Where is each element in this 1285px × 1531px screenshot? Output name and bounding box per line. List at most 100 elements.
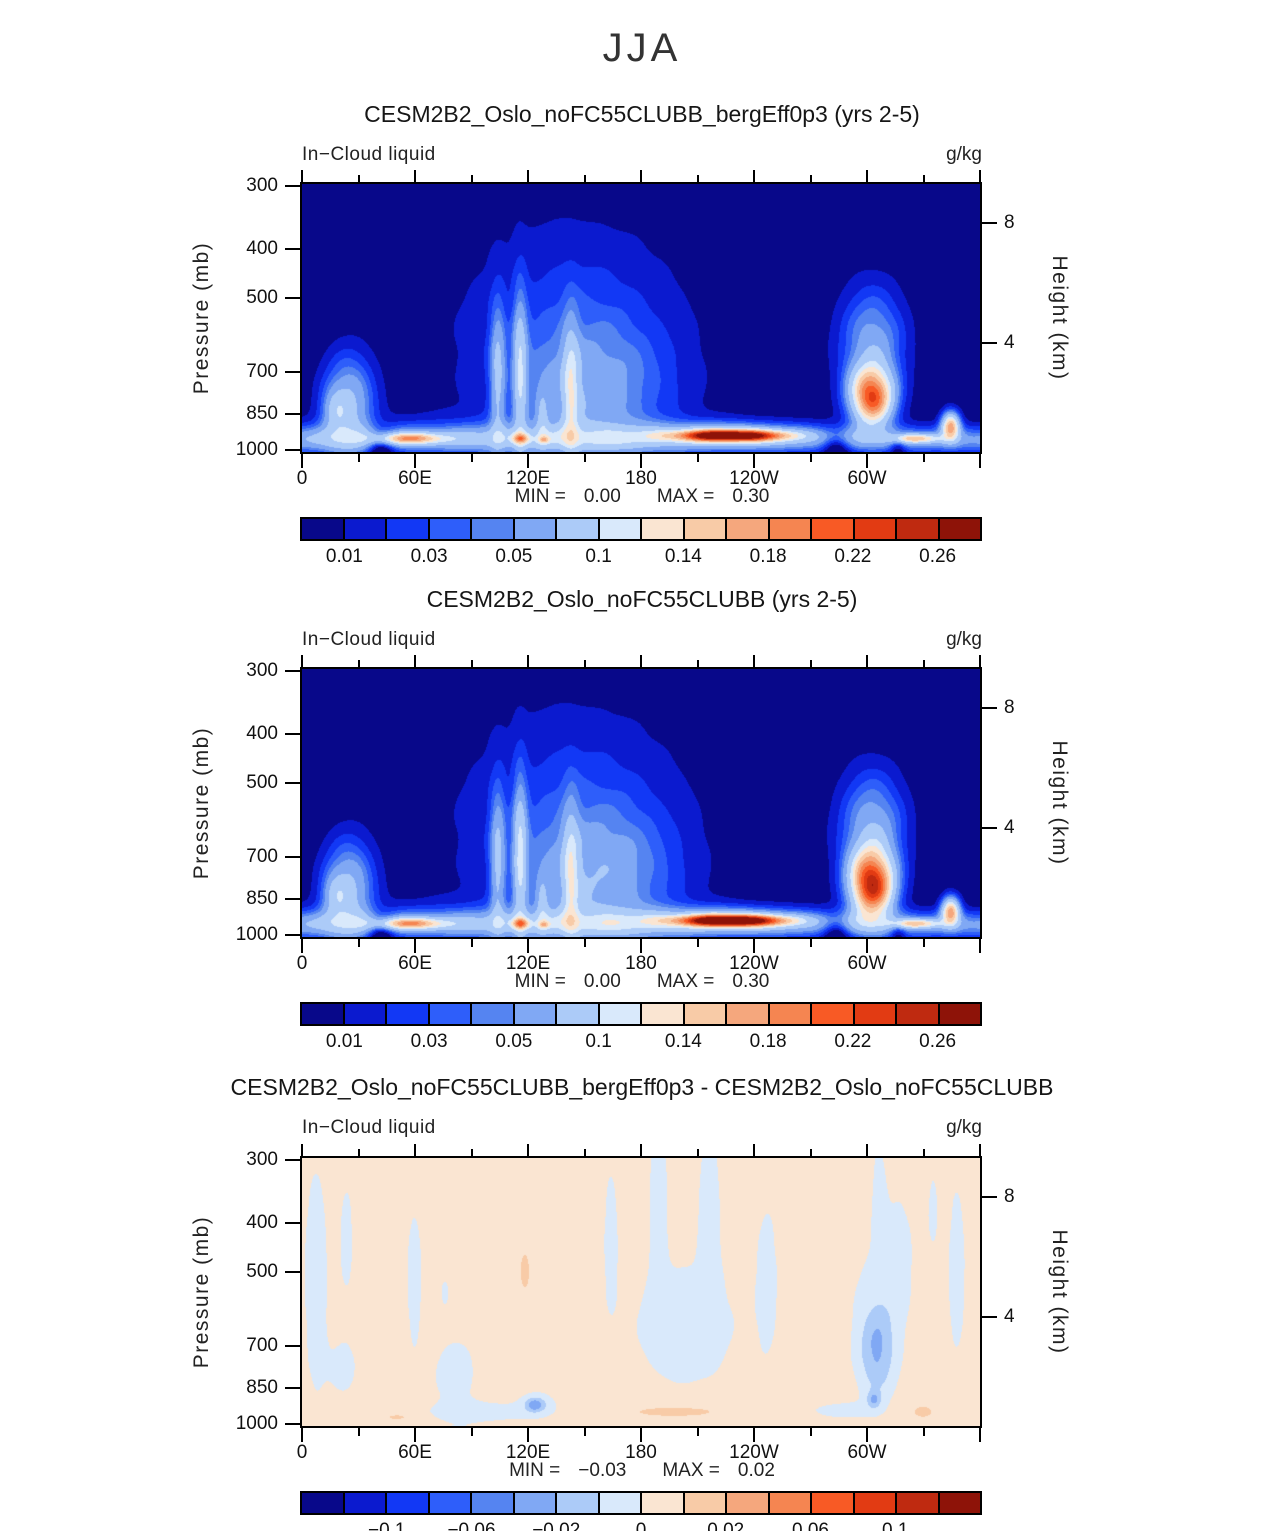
lon-tick-label: 0 <box>296 468 308 489</box>
colorbar-cell <box>555 519 598 539</box>
lon-tick-label: 60W <box>847 953 887 974</box>
pressure-tick-mark <box>285 1423 300 1426</box>
colorbar-label: −0.02 <box>532 1520 581 1531</box>
lon-tick-label: 180 <box>625 468 657 489</box>
lon-minor-tick-mark <box>809 1149 812 1156</box>
lon-minor-tick-mark <box>470 939 473 947</box>
colorbar-cell <box>682 1493 725 1513</box>
lon-minor-tick-mark <box>922 175 925 182</box>
pressure-tick-label: 400 <box>246 237 278 259</box>
pressure-tick-label: 1000 <box>235 924 278 946</box>
lon-major-tick-mark <box>640 655 642 667</box>
colorbar-cell <box>895 1004 938 1024</box>
colorbar-cell <box>427 1004 470 1024</box>
colorbar-cell <box>937 519 980 539</box>
lon-tick-label: 0 <box>296 1442 308 1463</box>
colorbar-cell <box>725 1493 768 1513</box>
lon-tick-label: 120W <box>729 468 779 489</box>
max-value: 0.30 <box>732 486 770 507</box>
lon-minor-tick-mark <box>583 939 586 947</box>
colorbar-cell <box>767 1004 810 1024</box>
height-tick-mark <box>982 221 997 224</box>
colorbar-label: 0.26 <box>919 546 957 567</box>
lon-major-tick-mark <box>753 170 755 182</box>
colorbar-label: 0.1 <box>882 1520 909 1531</box>
colorbar-cell <box>682 1004 725 1024</box>
lon-tick-label: 60W <box>847 468 887 489</box>
colorbar-label: 0.14 <box>664 1031 702 1052</box>
pressure-tick-label: 700 <box>246 1334 278 1356</box>
lon-minor-tick-mark <box>583 1428 586 1436</box>
lon-minor-tick-mark <box>809 1428 812 1436</box>
lon-minor-tick-mark <box>696 1428 699 1436</box>
pressure-axis-label: Pressure (mb) <box>190 241 213 395</box>
lon-minor-tick-mark <box>696 454 699 462</box>
colorbar-label: 0.05 <box>495 546 533 567</box>
lon-tick-label: 120E <box>505 1442 551 1463</box>
min-label: MIN = <box>514 486 566 507</box>
max-value: 0.02 <box>737 1460 775 1481</box>
colorbar-cell <box>385 1493 428 1513</box>
field-variable-label: In−Cloud liquid <box>302 629 436 650</box>
lon-major-tick-mark <box>640 454 642 468</box>
field-variable-label: In−Cloud liquid <box>302 144 436 165</box>
lon-minor-tick-mark <box>922 1149 925 1156</box>
lon-tick-label: 0 <box>296 953 308 974</box>
colorbar-cell <box>895 519 938 539</box>
lon-major-tick-mark <box>866 170 868 182</box>
lon-major-tick-mark <box>527 170 529 182</box>
colorbar-cell <box>597 1004 640 1024</box>
units-label: g/kg <box>946 144 982 165</box>
lon-major-tick-mark <box>753 939 755 953</box>
lon-minor-tick-mark <box>583 660 586 667</box>
pressure-tick-mark <box>285 370 300 373</box>
height-tick-label: 4 <box>1004 1306 1015 1327</box>
contour-plot <box>300 182 982 454</box>
pressure-tick-label: 850 <box>246 888 278 910</box>
colorbar-cell <box>640 1493 683 1513</box>
panel-title: CESM2B2_Oslo_noFC55CLUBB_bergEff0p3 (yrs… <box>364 101 920 127</box>
colorbar-cell <box>342 1493 385 1513</box>
lon-minor-tick-mark <box>357 939 360 947</box>
colorbar-cell <box>767 1493 810 1513</box>
lon-minor-tick-mark <box>470 1428 473 1436</box>
field-variable-label: In−Cloud liquid <box>302 1117 436 1138</box>
lon-major-tick-mark <box>527 1428 529 1442</box>
minmax-row: MIN = −0.03 MAX = 0.02 <box>0 1460 1284 1482</box>
min-label: MIN = <box>514 971 566 992</box>
pressure-tick-label: 700 <box>246 845 278 867</box>
lon-tick-label: 180 <box>625 1442 657 1463</box>
lon-major-tick-mark <box>527 1144 529 1156</box>
pressure-tick-label: 1000 <box>235 1413 278 1435</box>
colorbar-label: 0.26 <box>919 1031 957 1052</box>
colorbar-label: 0.14 <box>664 546 702 567</box>
pressure-tick-label: 400 <box>246 722 278 744</box>
lon-minor-tick-mark <box>696 175 699 182</box>
colorbar-cell <box>640 1004 683 1024</box>
height-axis-label: Height (km) <box>1048 740 1071 866</box>
colorbar-cell <box>470 1004 513 1024</box>
lon-minor-tick-mark <box>696 1149 699 1156</box>
pressure-tick-mark <box>285 1158 300 1161</box>
colorbar-cell <box>852 1493 895 1513</box>
lon-major-tick-mark <box>866 1144 868 1156</box>
lon-major-tick-mark <box>301 170 303 182</box>
pressure-tick-mark <box>285 296 300 299</box>
lon-minor-tick-mark <box>922 454 925 462</box>
lon-minor-tick-mark <box>357 175 360 182</box>
units-label: g/kg <box>946 1117 982 1138</box>
pressure-tick-mark <box>285 934 300 937</box>
lon-minor-tick-mark <box>809 660 812 667</box>
lon-major-tick-mark <box>979 170 981 182</box>
colorbar-label: 0.02 <box>707 1520 745 1531</box>
lon-major-tick-mark <box>414 454 416 468</box>
colorbar-label: 0.22 <box>834 1031 872 1052</box>
pressure-tick-mark <box>285 1221 300 1224</box>
lon-major-tick-mark <box>414 1144 416 1156</box>
height-tick-mark <box>982 1195 997 1198</box>
contour-canvas <box>302 1158 980 1426</box>
height-axis-label: Height (km) <box>1048 255 1071 381</box>
pressure-tick-mark <box>285 413 300 416</box>
colorbar-cell <box>512 519 555 539</box>
pressure-tick-mark <box>285 898 300 901</box>
